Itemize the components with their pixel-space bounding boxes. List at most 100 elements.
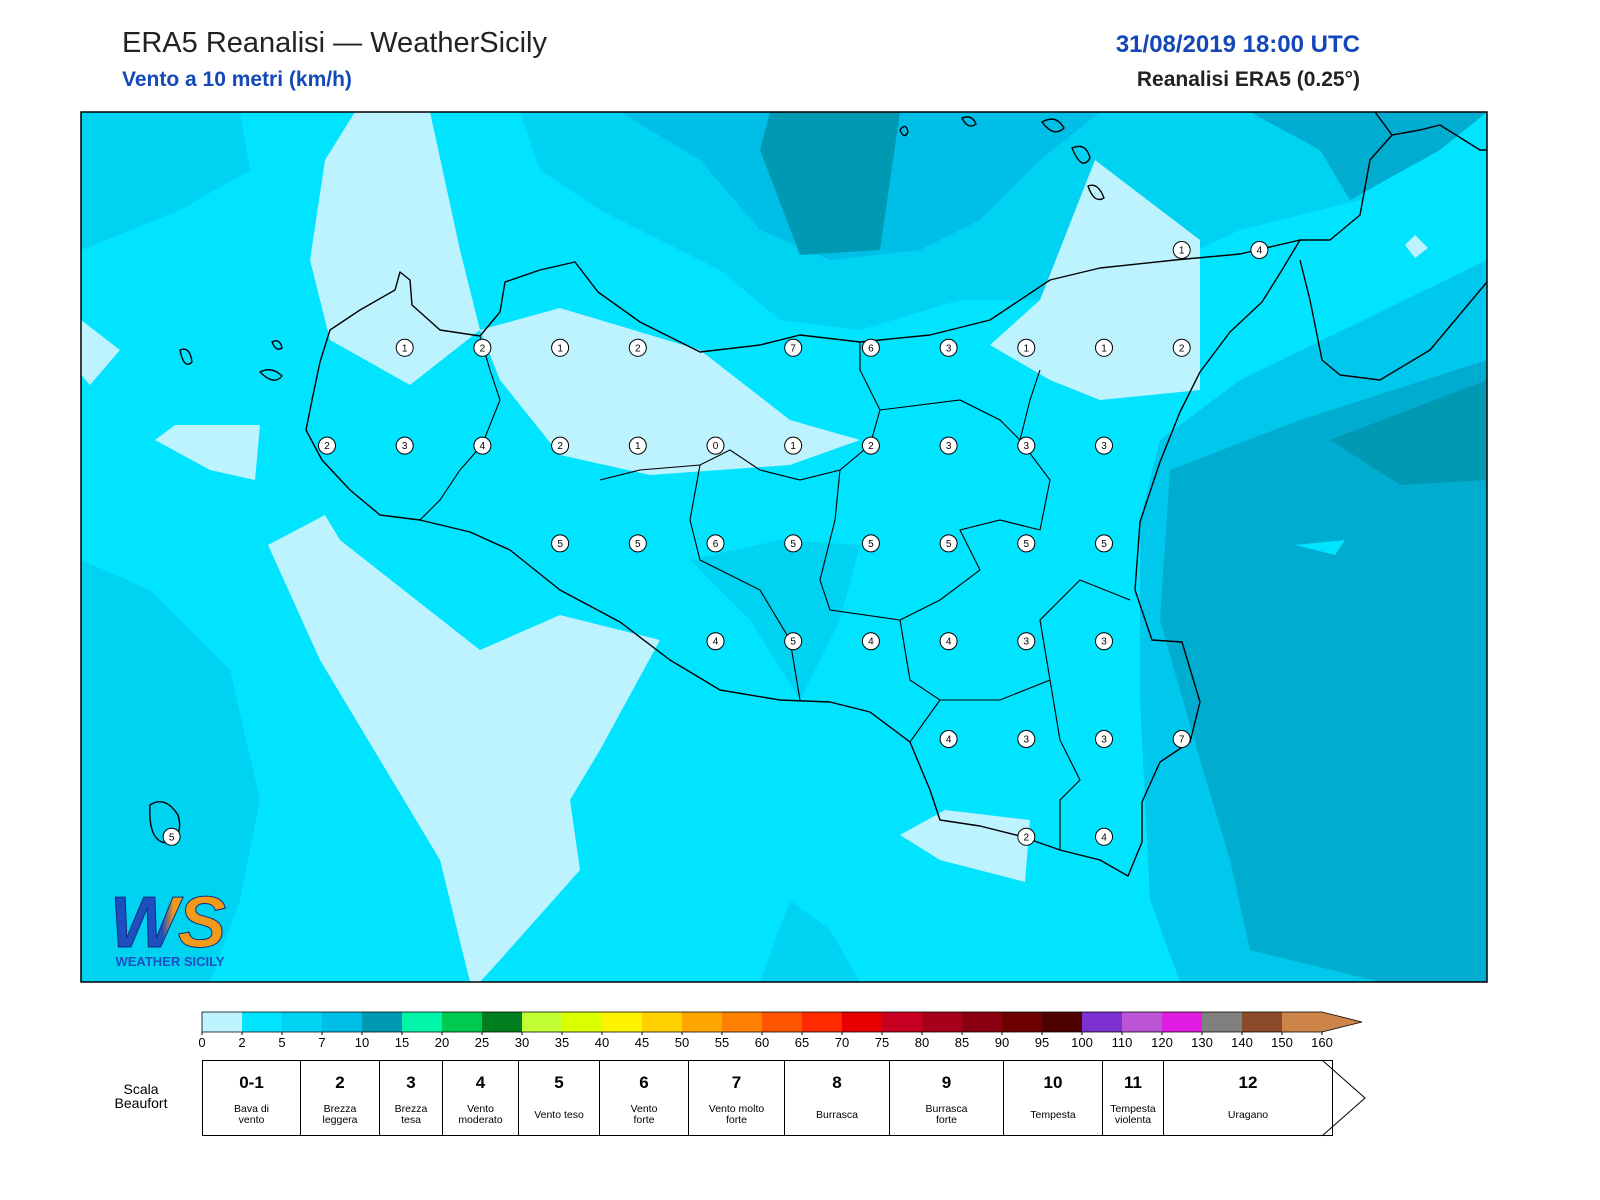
wind-marker	[1250, 241, 1269, 259]
colorbar-tick-label: 65	[795, 1035, 809, 1050]
wind-value: 6	[868, 343, 874, 354]
wind-value: 1	[1179, 246, 1185, 257]
colorbar-tick-label: 160	[1311, 1035, 1333, 1050]
wind-marker	[861, 436, 880, 455]
wind-value: 4	[480, 441, 486, 452]
wind-marker	[706, 534, 725, 553]
wind-marker	[784, 338, 803, 357]
wind-marker	[939, 730, 958, 748]
wind-value: 5	[946, 539, 952, 550]
color-segment	[602, 1012, 642, 1032]
colorbar-tick-label: 2	[238, 1035, 245, 1050]
colorbar-tick-label: 140	[1231, 1035, 1253, 1050]
color-segment	[682, 1012, 722, 1032]
wind-marker	[1172, 338, 1191, 357]
wind-value: 3	[946, 441, 952, 452]
beaufort-name: Vento molto forte	[708, 1103, 765, 1126]
wind-value: 1	[1024, 343, 1030, 354]
wind-value: 4	[868, 637, 874, 648]
colorbar-outline	[201, 1011, 1363, 1033]
wind-value: 3	[1024, 441, 1030, 452]
beaufort-name: Burrasca forte	[925, 1103, 968, 1126]
beaufort-force: 12	[1238, 1073, 1258, 1092]
wind-value: 1	[557, 343, 563, 354]
wind-value: 1	[1101, 343, 1107, 354]
colorbar-tick-label: 20	[435, 1035, 449, 1050]
wind-labels: 1 4 1 2 1 2 7 6 3 1 1 2 2 3 4 2 1 0 1 2 3 3 3 5 5 6 5 5 5 5 5 4 5 4 4 3 3 4 3 3…	[162, 241, 1269, 846]
wind-marker	[1095, 436, 1113, 455]
beaufort-force: 8	[832, 1073, 842, 1092]
beaufort-name: Uragano	[1227, 1108, 1269, 1121]
beaufort-name: Vento forte	[630, 1103, 658, 1126]
beaufort-name: Bava di vento	[233, 1103, 270, 1126]
color-segment	[722, 1012, 762, 1032]
logo-text: WEATHER SICILY	[115, 954, 224, 969]
wind-marker	[395, 436, 414, 455]
wind-value: 5	[169, 832, 175, 843]
datetime: 31/08/2019 18:00 UTC	[1116, 31, 1360, 58]
color-segment	[962, 1012, 1002, 1032]
wind-marker	[1172, 730, 1191, 748]
wind-marker	[551, 338, 570, 357]
colorbar-tick-label: 35	[555, 1035, 569, 1050]
source: Reanalisi ERA5 (0.25°)	[1137, 68, 1360, 91]
beaufort-force: 4	[475, 1073, 486, 1092]
colorbar-tick-label: 120	[1151, 1035, 1173, 1050]
color-segment	[562, 1012, 602, 1032]
wind-value: 7	[790, 343, 796, 354]
wind-value: 5	[868, 539, 874, 550]
colorbar-tick-label: 80	[915, 1035, 929, 1050]
wind-marker	[628, 338, 647, 357]
wind-marker	[939, 338, 958, 357]
beaufort-force: 0-1	[239, 1073, 264, 1092]
wind-value: 4	[946, 735, 952, 746]
color-segment	[882, 1012, 922, 1032]
beaufort-class: 2 Brezza leggera	[301, 1060, 380, 1136]
wind-marker	[706, 632, 725, 651]
beaufort-class: 3 Brezza tesa	[380, 1060, 443, 1136]
wind-marker	[318, 436, 336, 455]
wind-marker	[861, 632, 880, 651]
colorbar-tick-label: 55	[715, 1035, 729, 1050]
wind-value: 4	[713, 637, 719, 648]
wind-value: 2	[1179, 343, 1185, 354]
wind-marker	[395, 338, 414, 357]
wind-marker	[1017, 827, 1036, 846]
color-segment	[202, 1012, 242, 1032]
beaufort-force: 7	[731, 1073, 742, 1092]
colorbar-tick-label: 0	[198, 1035, 205, 1050]
color-segment	[842, 1012, 882, 1032]
color-segment	[362, 1012, 402, 1032]
wind-marker	[473, 436, 492, 455]
over-segment	[1322, 1012, 1362, 1032]
colorbar-tick-label: 85	[955, 1035, 969, 1050]
colorbar-tick-label: 50	[675, 1035, 689, 1050]
wind-field	[81, 112, 1487, 982]
colorbar-tick-label: 5	[278, 1035, 285, 1050]
beaufort-class: 8 Burrasca	[785, 1060, 890, 1136]
color-segment	[402, 1012, 442, 1032]
color-segment	[642, 1012, 682, 1032]
color-segment	[522, 1012, 562, 1032]
beaufort-class: 12 Uragano	[1164, 1060, 1333, 1136]
wind-value: 3	[402, 441, 408, 452]
beaufort-class: 5 Vento teso	[519, 1060, 600, 1136]
wind-value: 3	[946, 343, 952, 354]
wind-marker	[1095, 730, 1113, 748]
wind-value: 3	[1101, 441, 1107, 452]
wind-value: 5	[790, 637, 796, 648]
wind-value: 1	[790, 441, 796, 452]
wind-marker	[551, 534, 570, 553]
beaufort-name: Burrasca	[815, 1108, 858, 1121]
colorbar-tick-label: 10	[355, 1035, 369, 1050]
wind-marker	[1017, 632, 1036, 651]
beaufort-force: 5	[554, 1073, 564, 1092]
wind-marker	[1172, 241, 1191, 259]
beaufort-name: Brezza tesa	[394, 1103, 428, 1126]
wind-value: 7	[1179, 735, 1185, 746]
colorbar-tick-label: 25	[475, 1035, 489, 1050]
colorbar-tick-label: 110	[1112, 1035, 1133, 1050]
beaufort-force: 9	[941, 1073, 952, 1092]
wind-marker	[1095, 534, 1113, 553]
colorbar-tick-label: 95	[1035, 1035, 1049, 1050]
